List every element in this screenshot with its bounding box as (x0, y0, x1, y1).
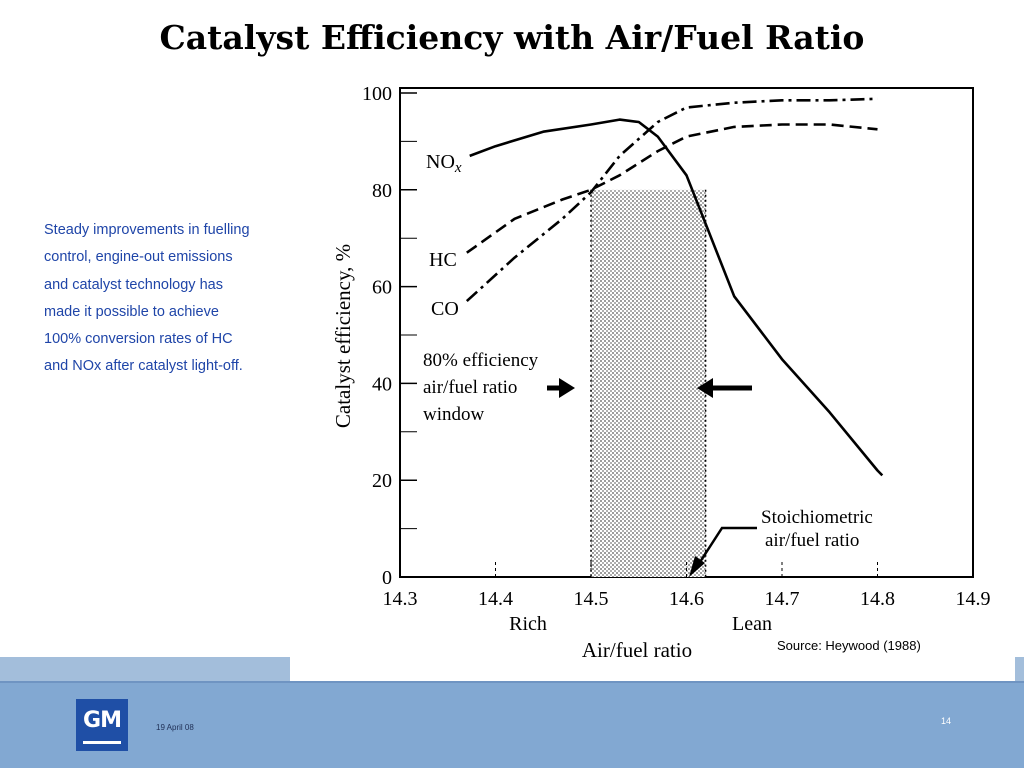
series-label-nox: NOx (426, 151, 462, 176)
window-label-background (420, 343, 570, 428)
window-arrow-left-head (559, 378, 575, 398)
body-line: control, engine-out emissions (44, 249, 233, 266)
footer-divider (0, 681, 1024, 683)
efficiency-window-shading (591, 189, 706, 578)
series-label-co: CO (431, 298, 459, 320)
series-label-hc: HC (429, 249, 457, 271)
series-line-co (465, 97, 878, 303)
footer-white-patch (290, 657, 1015, 681)
stoich-annotation: Stoichiometric air/fuel ratio (689, 503, 902, 577)
source-citation: Source: Heywood (1988) (777, 638, 921, 653)
footer-date: 19 April 08 (156, 723, 194, 732)
window-annotation: 80% efficiency air/fuel ratio window (420, 343, 752, 428)
stoich-arrow-head (689, 556, 705, 577)
y-tick-label: 20 (372, 470, 392, 492)
y-tick-label: 40 (372, 373, 392, 395)
body-line: Steady improvements in fuelling (44, 222, 250, 238)
stoich-label-line: air/fuel ratio (765, 530, 859, 551)
y-axis-label: Catalyst efficiency, % (331, 244, 355, 428)
y-tick-label: 60 (372, 277, 392, 299)
x-tick-label: 14.7 (765, 588, 800, 610)
y-tick-label: 80 (372, 180, 392, 202)
body-line: and NOx after catalyst light-off. (44, 358, 243, 375)
window-arrow-right-head (697, 378, 713, 398)
x-tick-label: 14.8 (860, 588, 895, 610)
body-line: 100% conversion rates of HC (44, 331, 233, 348)
y-tick-label: 100 (362, 83, 392, 105)
slide-body-text: Steady improvements in fuelling control,… (44, 217, 284, 381)
x-tick-label: 14.6 (669, 588, 704, 610)
slide-title: Catalyst Efficiency with Air/Fuel Ratio (159, 18, 865, 57)
series-line-no (469, 118, 884, 477)
window-label-line: window (423, 404, 485, 425)
stoich-leader-line (698, 526, 757, 563)
footer-bar (0, 681, 1024, 768)
series-label-nox-sub: x (454, 160, 462, 176)
x-sublabel-lean: Lean (732, 613, 772, 635)
stoich-label-background (757, 503, 902, 553)
x-tick-label: 14.4 (478, 588, 513, 610)
window-label-line: air/fuel ratio (423, 377, 517, 398)
body-line: made it possible to achieve (44, 303, 219, 320)
stoich-label-line: Stoichiometric (761, 507, 873, 528)
gm-logo-text: GM (83, 706, 122, 744)
x-sublabel-rich: Rich (509, 613, 547, 635)
x-tick-label: 14.3 (383, 588, 418, 610)
y-tick-label: 0 (382, 567, 392, 589)
series-line-hc (466, 123, 878, 254)
window-label-line: 80% efficiency (423, 350, 539, 371)
series-label-nox-main: NO (426, 151, 455, 173)
x-tick-label: 14.5 (574, 588, 609, 610)
gm-logo: GM (76, 699, 128, 751)
body-line: and catalyst technology has (44, 276, 223, 293)
x-tick-label: 14.9 (956, 588, 991, 610)
page-number: 14 (941, 716, 952, 726)
